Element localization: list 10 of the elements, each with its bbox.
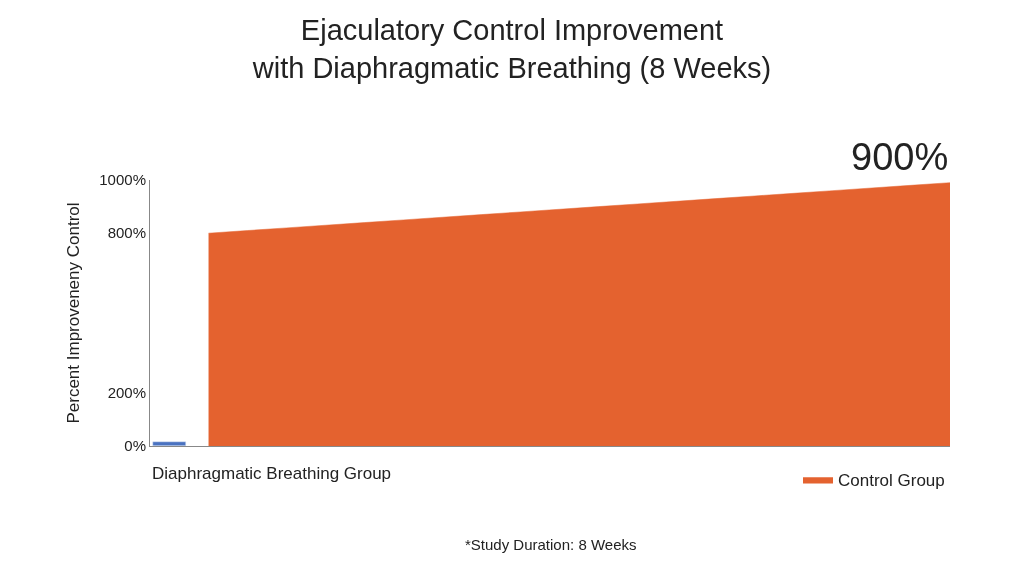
chart-title: Ejaculatory Control Improvement with Diaphragmatic Breathing (8 Weeks) [251, 14, 772, 85]
y-tick-label: 200% [107, 384, 146, 402]
y-axis-title: Percent Improveneny Control [63, 202, 83, 424]
x-axis-title: Diaphragmatic Breathing Group [152, 464, 392, 483]
text: *Study Duration: 8 Weeks [465, 536, 637, 553]
y-tick-label: 800% [107, 224, 146, 242]
legend-label: Control Group [838, 471, 945, 491]
y-tick-label: 1000% [99, 171, 146, 189]
text: 900% [851, 136, 949, 178]
y-tick-label: 0% [124, 437, 146, 455]
